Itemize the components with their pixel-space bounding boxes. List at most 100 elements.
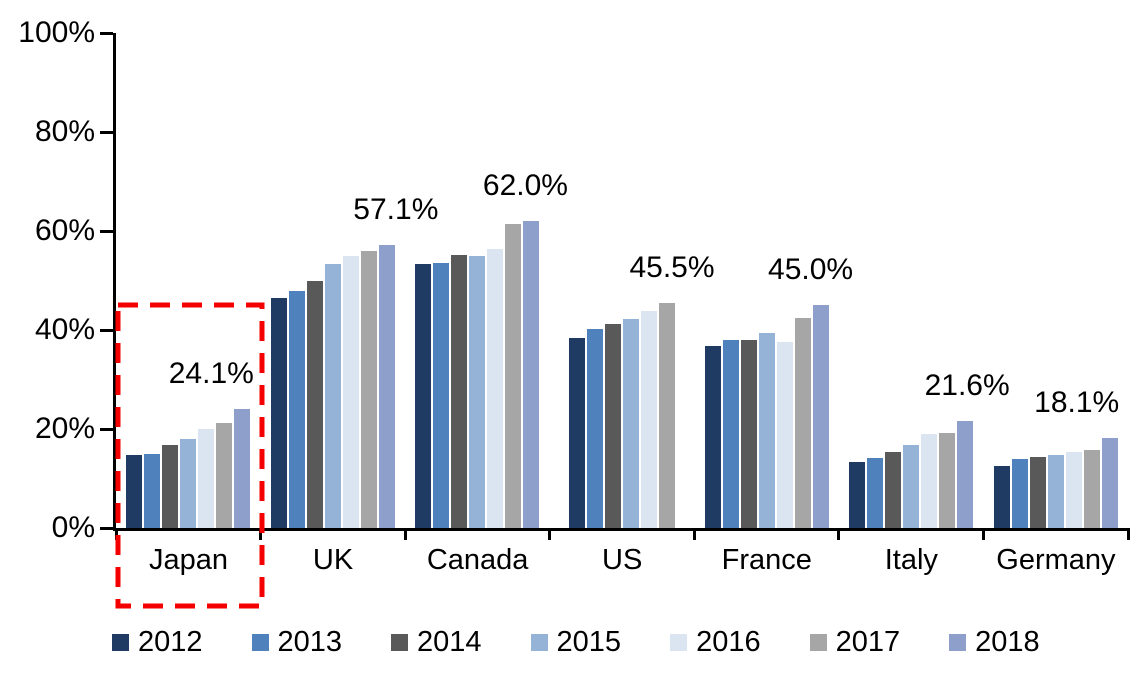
data-label-canada: 62.0% [482,169,568,203]
bar-us-2015 [623,318,639,528]
y-axis-tick [100,130,113,134]
legend-item-2012: 2012 [112,627,203,657]
x-axis-label-canada: Canada [426,544,529,576]
legend-swatch-2018 [949,633,967,651]
legend-item-2015: 2015 [530,626,622,658]
legend-label-2017: 2017 [835,626,901,658]
legend-item-2017: 2017 [809,626,901,658]
y-axis-tick-label: 40% [34,313,95,346]
x-axis-tick [837,528,841,540]
bar-france-2013 [722,339,739,528]
x-axis-label-germany: Germany [996,544,1116,576]
bar-italy-2018 [957,421,974,528]
legend-swatch-2017 [809,633,827,651]
bar-japan-2018 [234,408,251,528]
y-axis-tick [100,31,113,35]
x-axis-tick [259,528,263,540]
x-axis-tick [403,528,407,540]
x-axis-label-japan: Japan [148,544,228,576]
bar-italy-2016 [921,433,938,528]
bar-japan-2017 [216,422,233,528]
bar-canada-2013 [433,262,450,528]
x-axis-tick [692,528,696,540]
bar-italy-2015 [903,444,920,528]
y-axis-tick [100,526,113,530]
bar-italy-2013 [867,458,884,528]
bar-germany-2015 [1047,455,1064,528]
x-axis-label-uk: UK [312,544,354,576]
bar-uk-2017 [360,250,377,528]
data-label-uk: 57.1% [353,193,439,227]
bar-canada-2016 [487,248,504,528]
data-label-italy: 21.6% [924,369,1010,403]
bar-italy-2012 [849,462,866,528]
bar-france-2017 [794,317,811,528]
bar-japan-2013 [144,453,161,528]
bar-germany-2018 [1101,438,1118,528]
legend-swatch-2015 [530,633,548,651]
bar-italy-2014 [885,452,902,528]
bar-us-2013 [587,328,603,528]
x-axis-tick [981,528,985,540]
bar-us-2017 [659,302,675,528]
legend-swatch-2013 [251,633,269,651]
bar-us-2016 [641,311,657,528]
x-axis-label-us: US [602,544,643,576]
bar-uk-2016 [342,256,359,528]
y-axis-tick [100,427,113,431]
bar-canada-2015 [469,256,486,528]
legend-label-2013: 2013 [277,626,343,658]
legend-swatch-2012 [112,633,129,651]
bar-uk-2018 [378,245,395,528]
y-axis-tick [100,328,113,332]
bar-germany-2012 [993,466,1010,528]
legend-item-2018: 2018 [949,627,1040,657]
bar-italy-2017 [939,432,956,528]
bar-japan-2012 [126,454,143,528]
bar-germany-2016 [1065,452,1082,528]
x-axis-tick [114,528,118,540]
bar-japan-2016 [198,429,215,528]
bar-uk-2012 [270,298,287,528]
plot-area: 24.1% Japan 57.1% UK 62.0% Canada 45.5% US 45.0%… [100,31,1130,575]
y-axis-tick-label: 80% [34,115,95,148]
bar-uk-2013 [288,290,305,528]
bar-germany-2013 [1011,458,1028,528]
bar-canada-2018 [523,221,540,528]
bar-us-2012 [569,337,585,528]
legend-label-2016: 2016 [696,626,761,658]
bar-germany-2014 [1029,456,1046,528]
bar-uk-2015 [324,264,341,528]
legend-label-2014: 2014 [417,626,482,658]
data-label-us: 45.5% [629,250,715,284]
legend-label-2012: 2012 [138,626,203,658]
legend-label-2018: 2018 [975,626,1040,658]
x-axis-label-italy: Italy [884,544,938,576]
y-axis-tick-label: 100% [18,16,95,49]
legend-swatch-2016 [670,633,688,651]
data-label-japan: 24.1% [168,356,254,390]
data-label-france: 45.0% [768,253,854,287]
bar-canada-2014 [451,254,468,528]
x-axis-tick [1126,528,1130,540]
y-axis-tick-label: 20% [34,412,95,445]
x-axis-label-france: France [721,544,812,576]
bar-france-2015 [758,332,775,528]
bar-us-2014 [605,324,621,528]
y-axis-tick [100,229,113,233]
bar-france-2012 [704,345,721,528]
bar-canada-2017 [505,224,522,528]
y-axis-tick-label: 0% [51,511,95,544]
bar-japan-2014 [162,445,179,528]
data-label-germany: 18.1% [1034,386,1120,420]
bar-germany-2017 [1083,449,1100,528]
bar-uk-2014 [306,280,323,528]
legend: 2012 2013 2014 2015 2016 2017 2018 [112,627,1040,657]
bar-canada-2012 [415,264,432,528]
y-axis-tick-label: 60% [34,214,95,247]
bar-japan-2015 [180,438,197,528]
legend-item-2013: 2013 [251,626,343,658]
legend-label-2015: 2015 [556,626,622,658]
x-axis-tick [548,528,552,540]
